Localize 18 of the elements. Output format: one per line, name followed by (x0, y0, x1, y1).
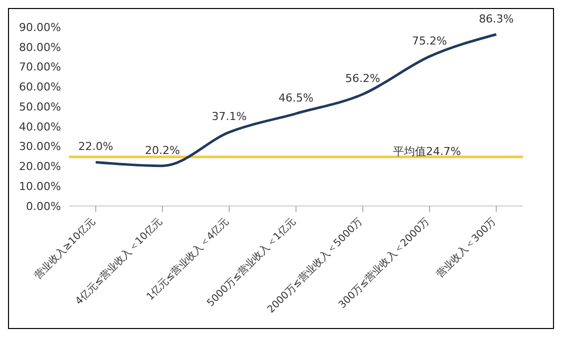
y-tick-label: 60.00% (19, 80, 61, 94)
y-tick-label: 0.00% (26, 200, 61, 213)
data-label: 86.3% (478, 12, 514, 26)
data-label: 37.1% (212, 110, 247, 124)
y-tick-label: 40.00% (19, 120, 61, 134)
ref-line-label: 平均值24.7% (393, 144, 461, 158)
data-label: 20.2% (144, 144, 180, 157)
y-tick-label: 20.00% (19, 160, 61, 174)
data-label: 56.2% (345, 72, 380, 86)
y-tick-label: 80.00% (19, 40, 61, 54)
y-tick-label: 50.00% (19, 100, 61, 114)
y-tick-label: 30.00% (19, 140, 61, 154)
y-tick-label: 10.00% (19, 180, 61, 194)
y-tick-label: 70.00% (19, 60, 61, 74)
data-label: 75.2% (412, 34, 448, 48)
data-label: 22.0% (78, 140, 114, 154)
data-label: 46.5% (278, 92, 314, 105)
y-tick-label: 90.00% (19, 20, 61, 34)
